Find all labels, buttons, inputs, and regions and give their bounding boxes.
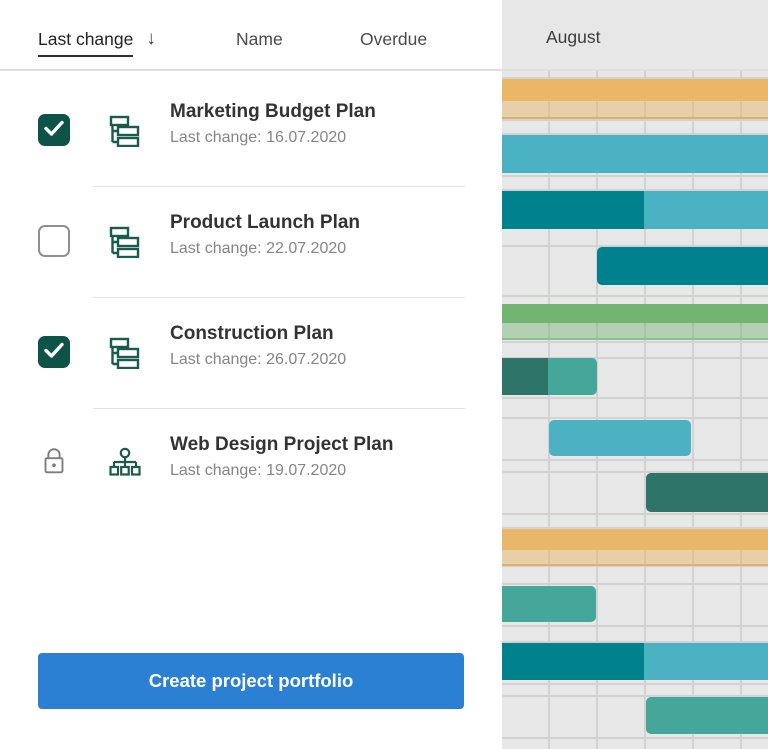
row-divider <box>93 408 465 409</box>
gridline-vertical <box>692 71 694 749</box>
gridline-horizontal <box>502 189 768 191</box>
gantt-bar[interactable] <box>502 643 644 680</box>
sort-descending-arrow-icon[interactable]: ↓ <box>146 28 156 49</box>
column-header-overdue[interactable]: Overdue <box>360 29 428 49</box>
project-title: Construction Plan <box>170 323 334 344</box>
gridline-horizontal <box>502 295 768 297</box>
gantt-bar[interactable] <box>646 473 768 512</box>
gantt-bar[interactable] <box>548 358 597 395</box>
gantt-bar[interactable] <box>549 420 691 456</box>
project-last-change: Last change: 26.07.2020 <box>170 351 347 368</box>
gridline-vertical <box>644 71 646 749</box>
gridline-horizontal <box>502 527 768 529</box>
create-project-portfolio-button[interactable]: Create project portfolio <box>38 653 464 709</box>
project-texts: Construction Plan Last change: 26.07.2020 <box>170 322 346 370</box>
project-title: Web Design Project Plan <box>170 434 394 455</box>
gantt-bar[interactable] <box>502 191 644 229</box>
gridline-vertical <box>548 71 550 749</box>
gantt-bar[interactable] <box>502 550 768 566</box>
gantt-icon <box>108 113 142 148</box>
org-chart-icon <box>108 446 142 480</box>
lock-icon <box>38 445 70 482</box>
gantt-bar[interactable] <box>502 304 768 323</box>
gridline-horizontal <box>502 341 768 343</box>
gantt-bar[interactable] <box>502 529 768 550</box>
project-texts: Web Design Project Plan Last change: 19.0… <box>170 433 393 481</box>
gantt-bar[interactable] <box>502 586 596 622</box>
gridline-horizontal <box>502 565 768 567</box>
selector-slot <box>38 446 70 480</box>
gridline-horizontal <box>502 133 768 135</box>
header-divider <box>0 69 768 71</box>
project-checkbox[interactable] <box>38 225 70 257</box>
gridline-horizontal <box>502 641 768 643</box>
column-header-name[interactable]: Name <box>236 29 283 49</box>
gridline-horizontal <box>502 683 768 685</box>
check-icon <box>38 334 70 371</box>
check-icon <box>38 112 70 149</box>
gantt-bar[interactable] <box>502 79 768 101</box>
project-checkbox[interactable] <box>38 336 70 368</box>
project-row[interactable]: Construction Plan Last change: 26.07.2020 <box>0 317 502 387</box>
gridline-vertical <box>740 71 742 749</box>
gridline-horizontal <box>502 695 768 697</box>
gridline-horizontal <box>502 245 768 247</box>
gridline-horizontal <box>502 471 768 473</box>
project-last-change: Last change: 19.07.2020 <box>170 462 347 479</box>
selector-slot <box>38 224 70 258</box>
project-texts: Product Launch Plan Last change: 22.07.20… <box>170 211 360 259</box>
gridline-horizontal <box>502 737 768 739</box>
project-title: Marketing Budget Plan <box>170 101 376 122</box>
project-last-change: Last change: 22.07.2020 <box>170 240 347 257</box>
gantt-icon <box>108 335 142 370</box>
project-row[interactable]: Web Design Project Plan Last change: 19.0… <box>0 428 502 498</box>
gantt-icon <box>108 224 142 259</box>
column-header-last-change[interactable]: Last change ↓ <box>38 28 156 57</box>
gridline-horizontal <box>502 625 768 627</box>
gridline-horizontal <box>502 175 768 177</box>
month-label: August <box>546 27 601 47</box>
gantt-bar[interactable] <box>502 358 548 395</box>
gridline-horizontal <box>502 397 768 399</box>
selector-slot <box>38 335 70 369</box>
gantt-bar[interactable] <box>644 191 768 229</box>
gridline-horizontal <box>502 77 768 79</box>
project-checkbox[interactable] <box>38 114 70 146</box>
selector-slot <box>38 113 70 147</box>
project-title: Product Launch Plan <box>170 212 361 233</box>
sort-label: Last change <box>38 29 134 57</box>
gantt-bar[interactable] <box>646 697 768 734</box>
gantt-bar[interactable] <box>502 323 768 340</box>
gantt-chart: August <box>502 0 768 749</box>
project-last-change: Last change: 16.07.2020 <box>170 129 347 146</box>
gantt-bar[interactable] <box>502 135 768 173</box>
gridline-horizontal <box>502 583 768 585</box>
gridline-horizontal <box>502 119 768 121</box>
gantt-bar[interactable] <box>502 101 768 119</box>
project-row[interactable]: Marketing Budget Plan Last change: 16.07.… <box>0 95 502 165</box>
gantt-bar[interactable] <box>644 643 768 680</box>
gridline-horizontal <box>502 459 768 461</box>
row-divider <box>93 297 465 298</box>
gantt-bar[interactable] <box>597 247 768 285</box>
project-texts: Marketing Budget Plan Last change: 16.07.… <box>170 100 376 148</box>
gridline-vertical <box>596 71 598 749</box>
gridline-horizontal <box>502 417 768 419</box>
gridline-horizontal <box>502 513 768 515</box>
project-row[interactable]: Product Launch Plan Last change: 22.07.20… <box>0 206 502 276</box>
gridline-horizontal <box>502 357 768 359</box>
row-divider <box>93 186 465 187</box>
